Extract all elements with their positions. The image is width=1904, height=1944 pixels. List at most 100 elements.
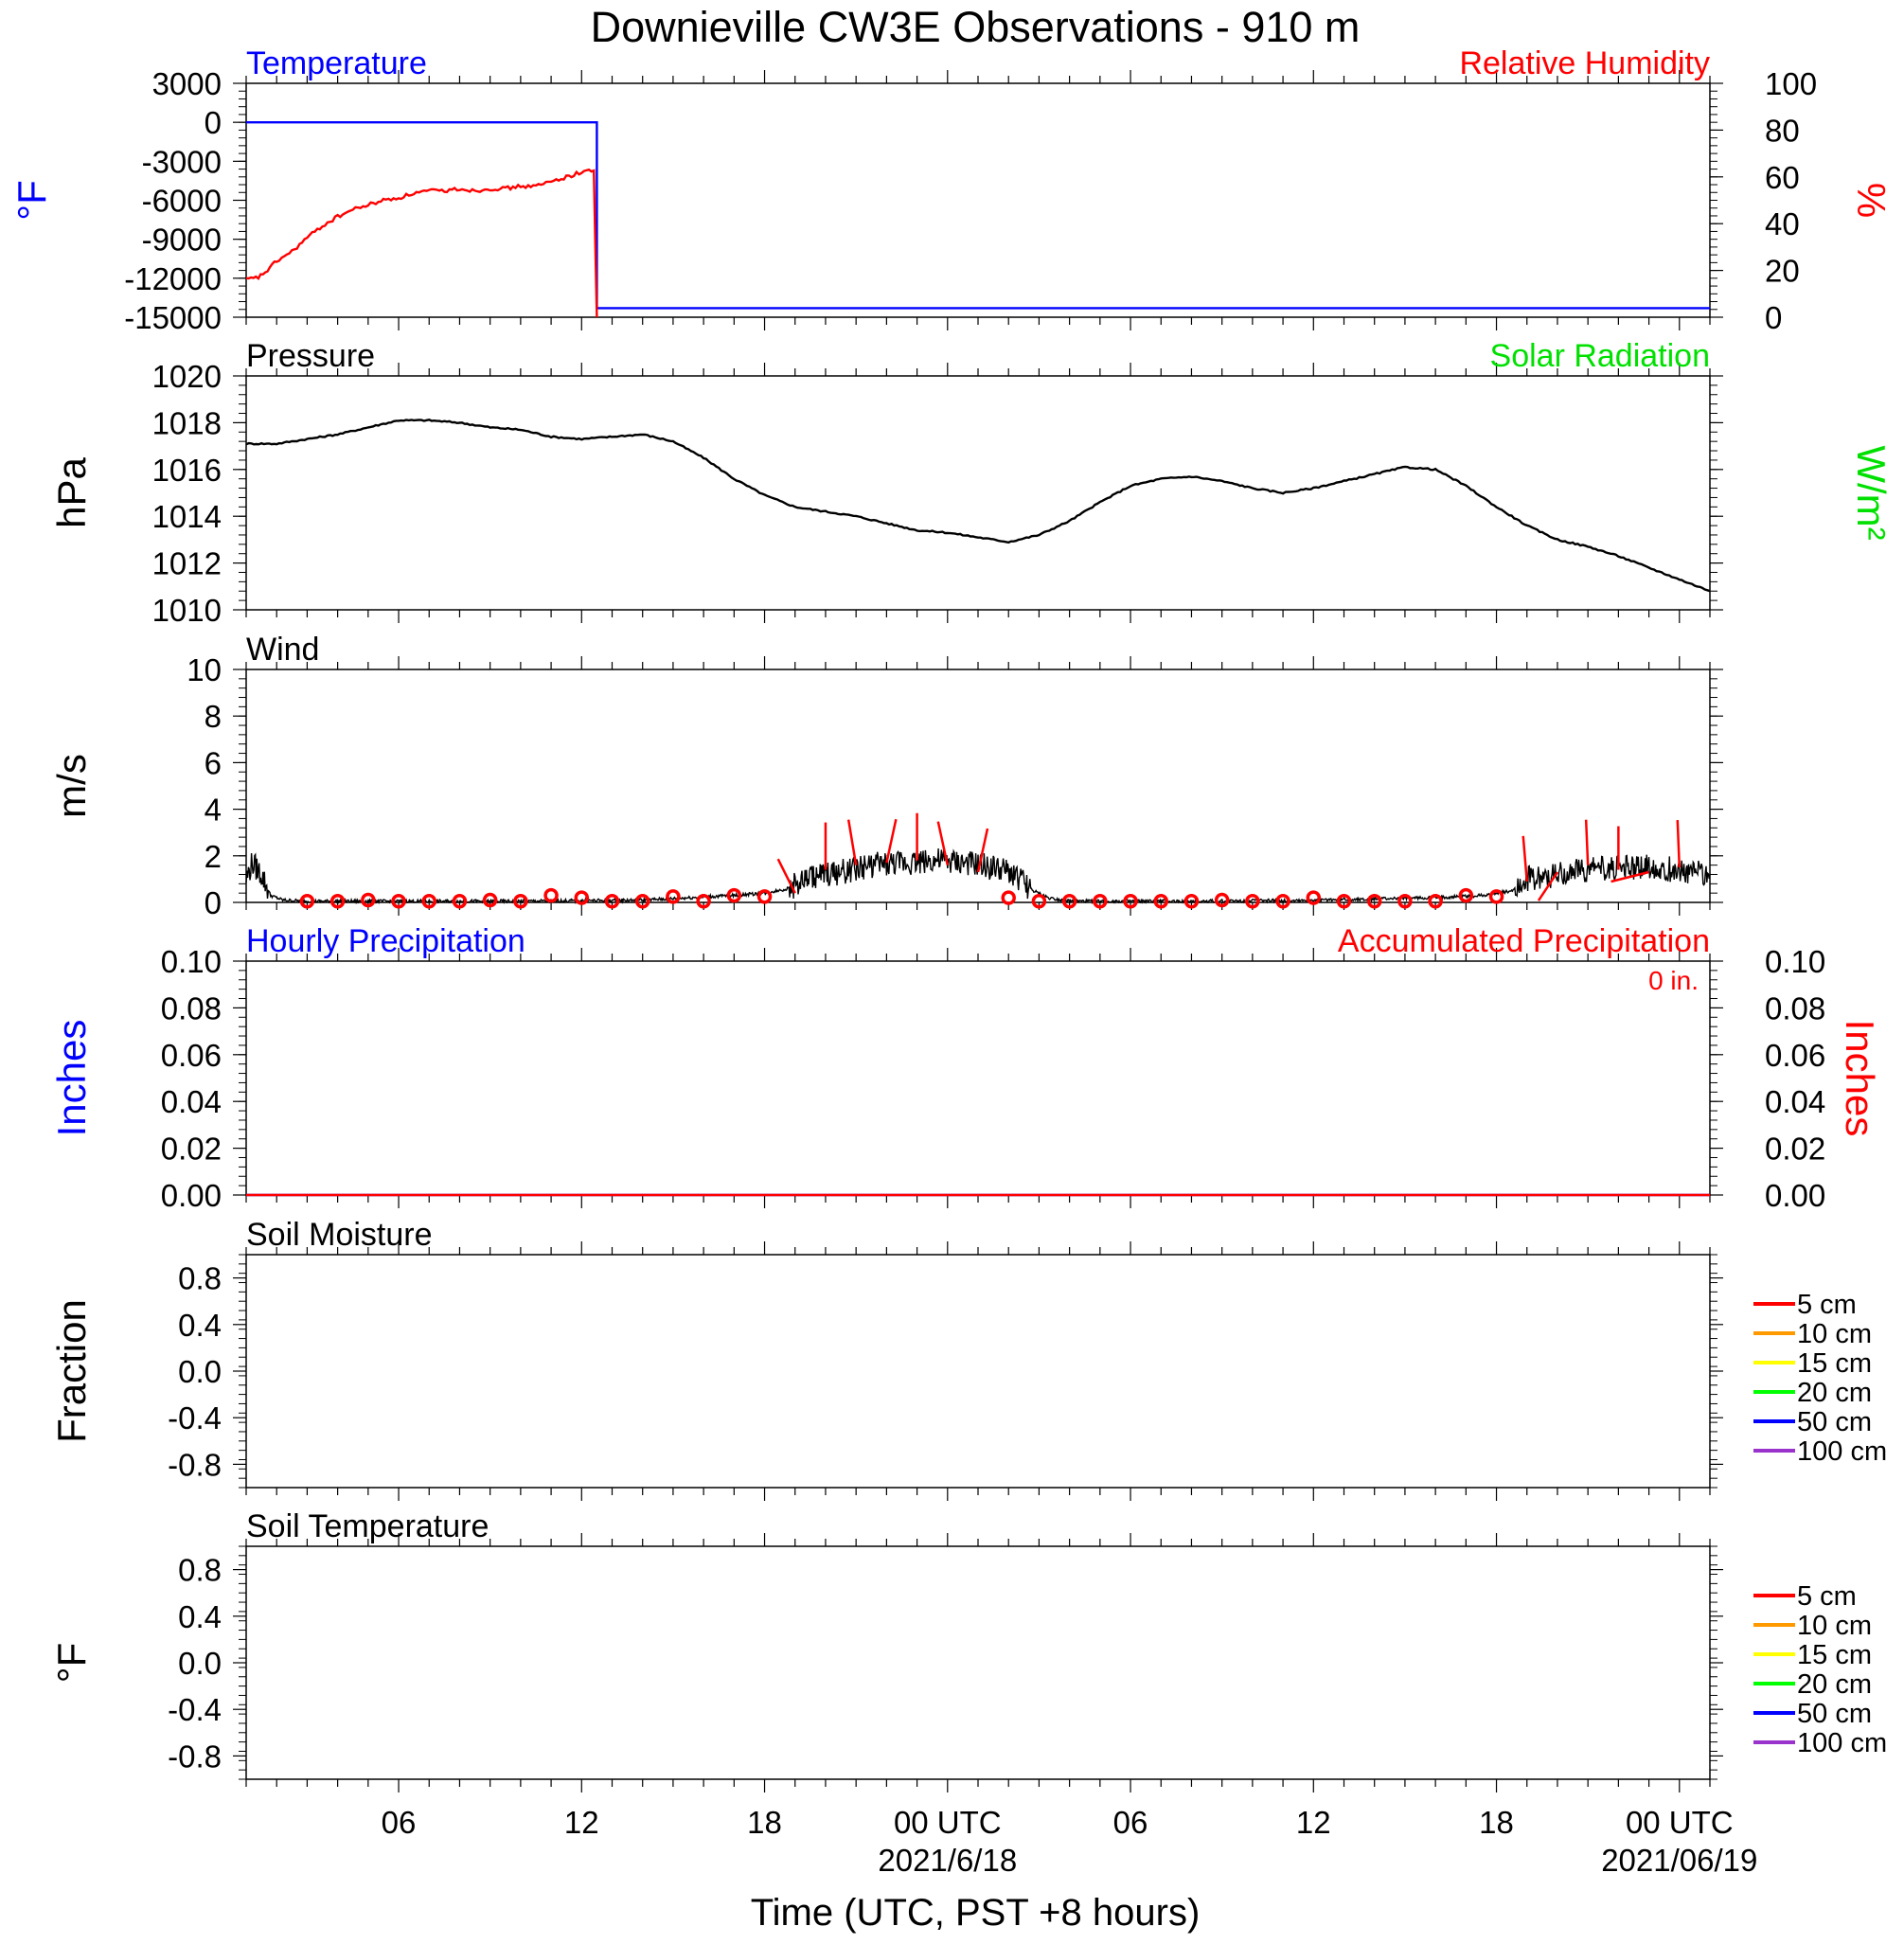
chart-panels: 30000-3000-6000-9000-12000-1500010080604…	[9, 45, 1894, 1792]
y-tick-label: -0.4	[168, 1692, 222, 1727]
y-tick-label: 0.4	[178, 1599, 222, 1634]
precip-annotation: 0 in.	[1648, 966, 1699, 995]
legend-label: 15 cm	[1797, 1348, 1872, 1379]
y-axis-label: Fraction	[49, 1299, 94, 1443]
wind-calm-marker	[756, 889, 773, 904]
y2-tick-label: 20	[1765, 254, 1800, 289]
y-tick-label: 0.08	[161, 990, 222, 1026]
legend-label: 15 cm	[1797, 1640, 1872, 1670]
y-tick-label: 0.00	[161, 1178, 222, 1213]
legend-label: 50 cm	[1797, 1699, 1872, 1729]
y2-tick-label: 0.06	[1765, 1038, 1825, 1073]
legend-label: 5 cm	[1797, 1290, 1857, 1320]
wind-barb	[1537, 871, 1558, 901]
y2-tick-label: 0.02	[1765, 1132, 1825, 1167]
wind-calm-marker	[543, 887, 559, 903]
x-tick-label: 06	[1113, 1805, 1148, 1840]
y-tick-label: 6	[205, 745, 222, 780]
y-tick-label: -15000	[124, 300, 222, 335]
panel-title-left: Temperature	[246, 45, 427, 81]
wind-barb	[1676, 820, 1682, 868]
panel-frame	[245, 960, 1711, 1196]
wind-calm-marker	[1153, 894, 1168, 909]
x-tick-label: 18	[747, 1805, 782, 1840]
wind-barb	[846, 819, 858, 865]
y-tick-label: 8	[205, 699, 222, 734]
wind-calm-marker	[574, 890, 590, 905]
panel-precip: 0.10 0.08 0.06 0.04 0.02 0.00 0.10 0.08 0.06 0.04…	[49, 923, 1882, 1213]
y-tick-label: 2	[205, 839, 222, 874]
panel-wind: 10 8 6 4 2 0 Wind m/s	[49, 632, 1723, 920]
wind-calm-marker	[1428, 894, 1443, 909]
wind-barb	[976, 828, 989, 873]
panel-temp_rh: 3000 0 -3000 -6000 -9000-12000 -15000 100 80 60 4…	[9, 45, 1894, 335]
y2-tick-label: 0.04	[1765, 1084, 1825, 1119]
y-tick-label: 0.04	[161, 1084, 222, 1119]
panel-title-left: Pressure	[246, 338, 375, 374]
y2-axis-label: Inches	[1838, 1020, 1882, 1137]
y-tick-label: -6000	[142, 184, 222, 219]
wind-barb	[885, 818, 898, 864]
x-axis-title: Time (UTC, PST +8 hours)	[751, 1892, 1201, 1934]
wind-calm-marker	[1397, 894, 1413, 909]
panel-frame	[245, 375, 1711, 611]
y2-tick-label: 80	[1765, 113, 1800, 148]
panel-title-right: Solar Radiation	[1490, 338, 1710, 374]
wind-calm-marker	[482, 892, 498, 908]
panel-title-right: Relative Humidity	[1459, 45, 1710, 81]
panel-pressure: 1020 1018 1016 1014 1012 1010 Pressure Solar Ra…	[49, 338, 1894, 628]
panel-title-left: Hourly Precipitation	[246, 923, 525, 959]
y2-axis-label: %	[1849, 183, 1894, 218]
wind-barb	[776, 858, 796, 894]
y-axis-label: °F	[9, 180, 54, 220]
wind-barb	[936, 821, 950, 865]
y-tick-label: 0.8	[178, 1261, 222, 1296]
wind-calm-marker	[1458, 887, 1474, 903]
wind-calm-marker	[696, 894, 711, 909]
wind-calm-marker	[1001, 890, 1016, 905]
wind-calm-marker	[361, 892, 376, 908]
y-tick-label: -12000	[124, 261, 222, 296]
panel-soil_moisture: 0.8 0.4 0.0 -0.4 -0.8 Soil Moisture Fraction 5 …	[49, 1217, 1887, 1501]
legend-label: 100 cm	[1797, 1436, 1887, 1467]
y2-axis-label: W/m²	[1849, 445, 1894, 540]
y2-tick-label: 0.00	[1765, 1178, 1825, 1213]
y-tick-label: -9000	[142, 223, 222, 258]
y-tick-label: -0.8	[168, 1739, 222, 1774]
wind-calm-marker	[1488, 889, 1504, 904]
wind-calm-marker	[1123, 894, 1138, 909]
wind-calm-marker	[1061, 894, 1077, 909]
panel-title-left: Soil Temperature	[246, 1508, 489, 1544]
y-axis-label: °F	[49, 1643, 94, 1683]
y-axis-label: m/s	[49, 754, 94, 818]
y-tick-label: 1010	[152, 593, 222, 628]
panel-frame	[245, 1254, 1711, 1489]
y-tick-label: 0.10	[161, 944, 222, 979]
wind-calm-marker	[1245, 894, 1260, 909]
x-tick-label: 00 UTC	[1626, 1805, 1734, 1840]
legend-label: 10 cm	[1797, 1611, 1872, 1641]
series-line-wind-0	[245, 847, 1711, 905]
wind-calm-marker	[391, 894, 406, 909]
y-axis-label: hPa	[49, 456, 94, 527]
panel-frame	[245, 82, 1711, 318]
panel-title-left: Soil Moisture	[246, 1217, 433, 1253]
x-tick-label: 06	[382, 1805, 417, 1840]
wind-calm-marker	[299, 894, 315, 909]
wind-calm-marker	[1031, 894, 1047, 909]
wind-calm-marker	[1183, 894, 1200, 909]
panel-frame	[245, 1545, 1711, 1780]
y-tick-label: 10	[187, 652, 222, 687]
wind-calm-marker	[1306, 890, 1322, 905]
y-tick-label: -0.8	[168, 1447, 222, 1482]
y2-tick-label: 0.08	[1765, 990, 1825, 1026]
y-tick-label: 1020	[152, 359, 222, 394]
wind-calm-marker	[634, 894, 650, 909]
legend-label: 100 cm	[1797, 1728, 1887, 1758]
legend-label: 5 cm	[1797, 1581, 1857, 1612]
wind-calm-marker	[329, 894, 346, 909]
